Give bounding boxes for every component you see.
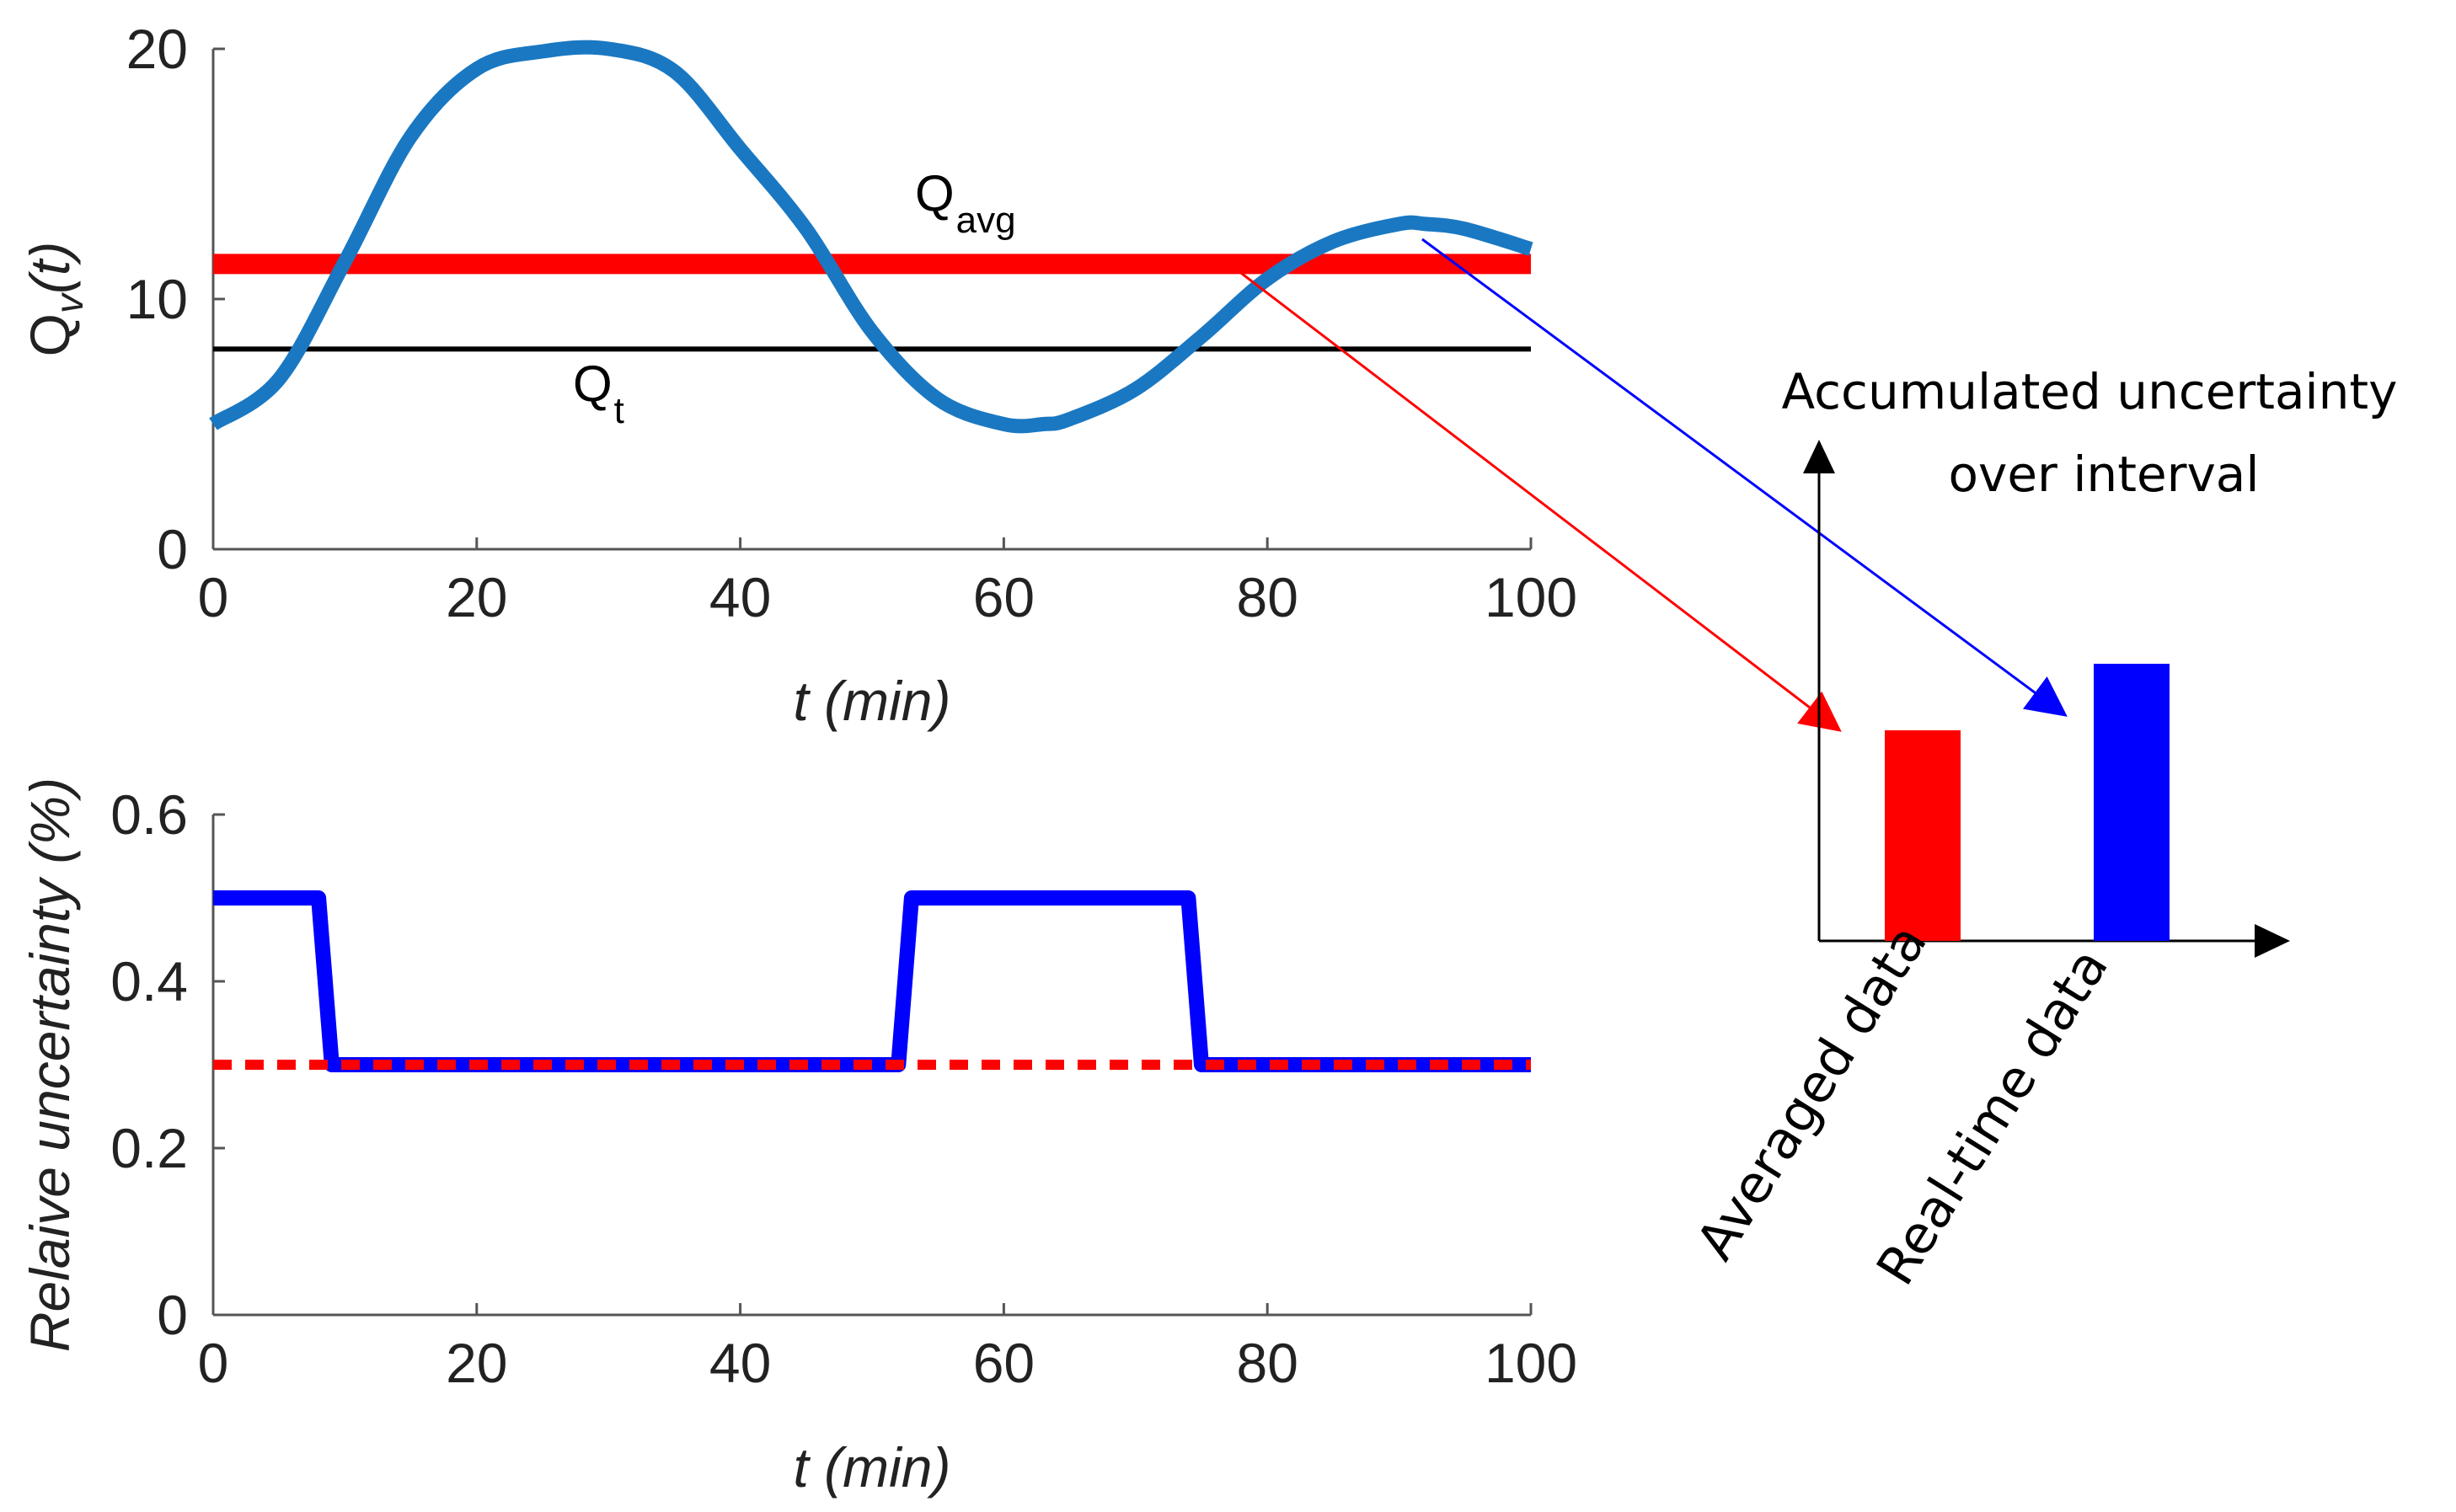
- uncertainty-ytick-label: 0: [157, 1284, 188, 1346]
- uncertainty-x-label: t (min): [794, 1436, 951, 1499]
- realtime-uncertainty-line: [213, 890, 1531, 1072]
- accumulated-title-line1: Accumulated uncertainty: [1782, 363, 2398, 420]
- uncertainty-ytick-label: 0.2: [110, 1117, 188, 1179]
- q-t-sub: t: [614, 390, 624, 431]
- uncertainty-xtick-label: 20: [446, 1332, 507, 1394]
- flow-xtick-label: 20: [446, 566, 507, 628]
- flow-ytick-label: 0: [157, 518, 188, 580]
- flow-y-label-sub: v: [47, 291, 91, 313]
- q-avg-sub: avg: [956, 200, 1016, 241]
- uncertainty-xtick-label: 0: [198, 1332, 229, 1394]
- uncertainty-ytick-label: 0.4: [110, 950, 188, 1012]
- flow-y-label-tail: (t): [19, 242, 81, 294]
- flow-xtick-label: 80: [1236, 566, 1298, 628]
- q-avg-main: Q: [915, 165, 955, 222]
- q-t-main: Q: [573, 355, 613, 412]
- uncertainty-xtick-label: 80: [1236, 1332, 1298, 1394]
- uncertainty-xtick-label: 60: [973, 1332, 1035, 1394]
- flow-x-label: t (min): [794, 670, 951, 732]
- flow-chart: 0 20 40 60 80 100 0 10 20 t (min) Qv(t) Qavg Qt: [19, 18, 1577, 732]
- flow-y-label-main: Q: [19, 313, 81, 356]
- uncertainty-chart: 0 20 40 60 80 100 0 0.2 0.4 0.6 t (min) Relaive u…: [19, 777, 1577, 1499]
- flow-ytick-label: 10: [126, 268, 188, 330]
- uncertainty-plot: [213, 890, 1531, 1072]
- q-t-annotation: Qt: [573, 355, 624, 431]
- flow-axes: [211, 49, 1531, 551]
- flow-y-label: Qv(t): [19, 242, 91, 357]
- flow-plot: [209, 40, 1533, 434]
- flow-ticks: 0 20 40 60 80 100 0 10 20: [126, 18, 1577, 628]
- q-avg-annotation: Qavg: [915, 165, 1016, 241]
- uncertainty-ytick-label: 0.6: [110, 783, 188, 846]
- accumulated-chart: Accumulated uncertainty over interval Av…: [1684, 363, 2398, 1296]
- avg-connector-arrow: [1233, 266, 1842, 732]
- uncertainty-xtick-label: 40: [709, 1332, 771, 1394]
- flow-xtick-label: 60: [973, 566, 1035, 628]
- accumulated-y-arrowhead: [1803, 440, 1835, 473]
- realtime-connector-arrow: [1421, 238, 2068, 717]
- uncertainty-xtick-label: 100: [1485, 1332, 1577, 1394]
- uncertainty-ticks: 0 20 40 60 80 100 0 0.2 0.4 0.6: [110, 783, 1577, 1394]
- bar-averaged-data: [1885, 729, 1961, 941]
- accumulated-bars: [1885, 664, 2170, 941]
- flow-xtick-label: 100: [1485, 566, 1577, 628]
- flow-xtick-label: 40: [709, 566, 771, 628]
- qv-series-line: [209, 40, 1533, 434]
- flow-xtick-label: 0: [198, 566, 229, 628]
- bar-realtime-data: [2094, 664, 2170, 941]
- accumulated-x-arrowhead: [2255, 924, 2290, 958]
- accumulated-title-line2: over interval: [1949, 446, 2260, 503]
- uncertainty-y-label: Relaive uncertainty (%): [19, 777, 81, 1352]
- flow-ytick-label: 20: [126, 18, 188, 80]
